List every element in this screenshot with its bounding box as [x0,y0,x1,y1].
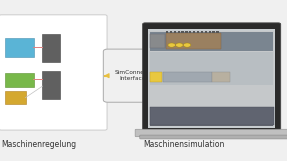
FancyBboxPatch shape [150,34,165,48]
Bar [181,31,184,33]
FancyBboxPatch shape [150,72,162,82]
FancyBboxPatch shape [5,73,34,87]
Circle shape [183,43,191,47]
Bar [216,31,218,33]
FancyBboxPatch shape [42,71,60,99]
FancyBboxPatch shape [212,72,230,82]
Bar [212,31,215,33]
FancyBboxPatch shape [150,107,274,125]
FancyBboxPatch shape [42,34,60,62]
Circle shape [168,43,175,47]
FancyBboxPatch shape [5,38,34,57]
Bar [148,29,275,128]
Text: Maschinensimulation: Maschinensimulation [144,140,225,149]
Bar [205,31,207,33]
Bar [208,31,211,33]
Bar [150,52,273,85]
Bar [149,31,274,126]
Bar [197,31,199,33]
FancyBboxPatch shape [166,33,221,49]
Text: SimConnect
Interface: SimConnect Interface [115,70,150,81]
Bar [177,31,180,33]
FancyBboxPatch shape [103,49,162,102]
Bar [166,31,168,33]
Text: Maschinenregelung: Maschinenregelung [1,140,77,149]
FancyBboxPatch shape [143,23,281,133]
FancyBboxPatch shape [163,72,212,82]
Bar [185,31,188,33]
Bar [189,31,191,33]
Bar [150,107,273,126]
Bar [170,31,172,33]
FancyBboxPatch shape [0,15,107,130]
FancyBboxPatch shape [5,91,26,104]
Bar [174,31,176,33]
Bar [193,31,195,33]
Bar [150,32,273,51]
Bar [201,31,203,33]
FancyBboxPatch shape [140,135,287,139]
FancyBboxPatch shape [135,129,287,137]
Circle shape [176,43,183,47]
